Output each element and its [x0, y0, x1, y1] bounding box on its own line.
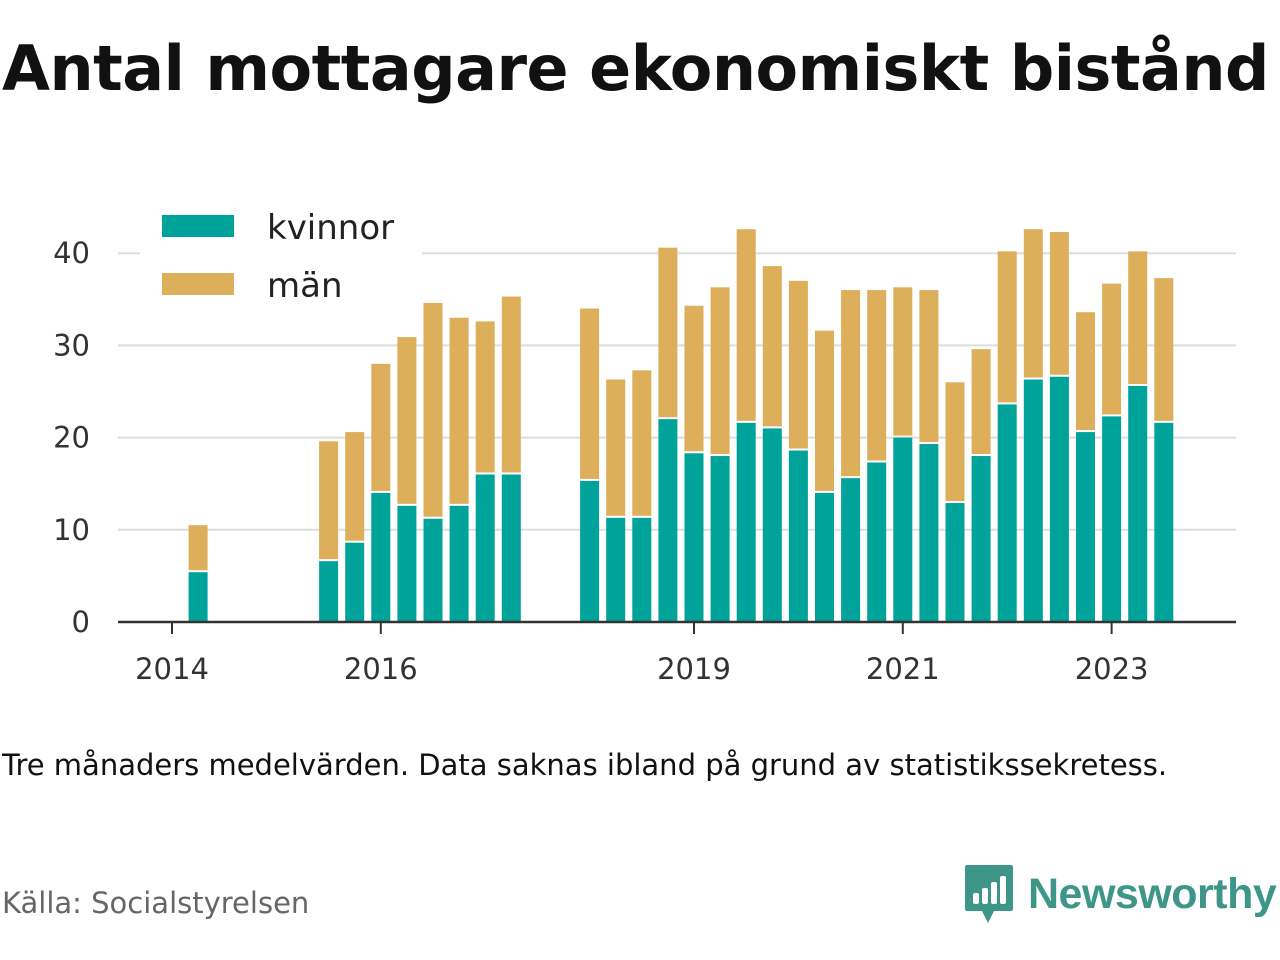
bar-man	[1049, 231, 1069, 375]
bar-kvinnor	[945, 503, 965, 622]
y-tick-label: 20	[53, 421, 90, 455]
bar-man	[971, 349, 991, 455]
bar-kvinnor	[423, 518, 443, 622]
x-tick-label: 2016	[344, 652, 418, 686]
legend-label: män	[267, 266, 343, 306]
bar-kvinnor	[684, 453, 704, 622]
bar-kvinnor	[606, 517, 626, 622]
brand-name: Newsworthy	[1028, 869, 1277, 918]
bar-man	[475, 321, 495, 473]
bar-kvinnor	[475, 474, 495, 622]
bar-man	[1102, 283, 1122, 415]
bars	[188, 229, 1174, 622]
bar-kvinnor	[762, 428, 782, 622]
bar-kvinnor	[501, 474, 521, 622]
chart-title: Antal mottagare ekonomiskt bistånd	[2, 32, 1269, 105]
bar-man	[762, 266, 782, 427]
bar-man	[1128, 251, 1148, 384]
x-tick-label: 2021	[866, 652, 940, 686]
bar-kvinnor	[397, 505, 417, 622]
bar-kvinnor	[1128, 385, 1148, 622]
bar-man	[632, 370, 652, 516]
y-tick-label: 30	[53, 328, 90, 362]
bar-man	[606, 379, 626, 516]
bar-man	[188, 525, 208, 571]
bar-kvinnor	[1076, 432, 1095, 622]
y-tick-label: 10	[53, 513, 90, 547]
bar-kvinnor	[580, 480, 600, 622]
bar-man	[449, 317, 469, 504]
bar-man	[867, 290, 887, 461]
source-text: Källa: Socialstyrelsen	[2, 886, 310, 920]
bar-kvinnor	[319, 561, 339, 622]
bar-kvinnor	[1102, 416, 1122, 622]
bar-man	[945, 382, 965, 502]
legend-swatch	[162, 273, 234, 295]
bar-kvinnor	[1023, 379, 1043, 622]
bar-kvinnor	[867, 462, 887, 622]
bar-kvinnor	[632, 517, 652, 622]
bar-kvinnor	[1049, 376, 1069, 622]
bar-man	[423, 302, 443, 517]
bar-man	[345, 432, 365, 541]
y-tick-label: 40	[53, 236, 90, 270]
bar-man	[710, 287, 730, 455]
bar-kvinnor	[449, 505, 469, 622]
bar-kvinnor	[188, 572, 208, 622]
bar-man	[997, 251, 1017, 403]
bar-kvinnor	[971, 456, 991, 622]
bar-kvinnor	[345, 542, 365, 622]
bar-kvinnor	[736, 422, 756, 622]
bar-man	[501, 296, 521, 473]
bar-man	[658, 247, 678, 418]
brand-logo: Newsworthy	[964, 862, 1277, 926]
legend-swatch	[162, 215, 234, 237]
bar-man	[1154, 278, 1174, 421]
bar-man	[815, 330, 834, 491]
legend-label: kvinnor	[267, 208, 394, 248]
bar-man	[919, 290, 939, 443]
bar-man	[371, 363, 391, 491]
bar-kvinnor	[815, 492, 834, 622]
x-tick-label: 2019	[657, 652, 731, 686]
bar-man	[736, 229, 756, 421]
axes: 0 10 20 30 40 2014 2016 2019 2021 2023	[53, 236, 1236, 686]
bar-man	[788, 280, 808, 449]
bar-man	[893, 287, 913, 436]
x-tick-label: 2014	[135, 652, 209, 686]
bar-kvinnor	[710, 456, 730, 622]
bar-kvinnor	[893, 437, 913, 622]
bar-kvinnor	[841, 478, 861, 622]
bar-man	[1076, 312, 1095, 431]
bar-kvinnor	[371, 492, 391, 622]
bar-man	[1023, 229, 1043, 378]
bar-kvinnor	[997, 404, 1017, 622]
bar-kvinnor	[919, 444, 939, 622]
y-tick-label: 0	[72, 605, 90, 639]
bar-kvinnor	[1154, 422, 1174, 622]
bar-man	[684, 305, 704, 452]
bar-kvinnor	[658, 419, 678, 622]
chart-note: Tre månaders medelvärden. Data saknas ib…	[2, 748, 1168, 782]
legend: kvinnor män	[140, 206, 422, 318]
bar-man	[580, 308, 600, 479]
bar-man	[841, 290, 861, 477]
x-tick-label: 2023	[1075, 652, 1149, 686]
newsworthy-logo-icon	[965, 865, 1013, 923]
bar-man	[397, 337, 417, 504]
bar-man	[319, 441, 339, 560]
bar-kvinnor	[788, 450, 808, 622]
